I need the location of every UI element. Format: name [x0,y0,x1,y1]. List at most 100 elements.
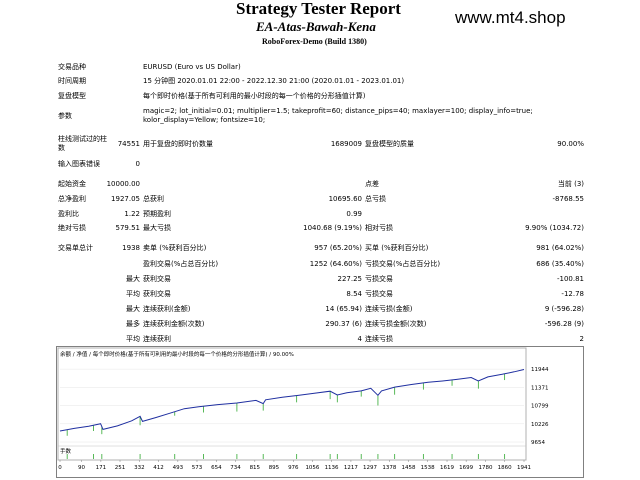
ticks-value: 1689009 [330,140,362,148]
params-line-1: magic=2; lot_initial=0.01; multiplier=1.… [143,107,533,115]
x-tick-label: 573 [192,465,203,471]
x-tick-label: 1941 [517,465,531,471]
short-positions-label: 卖单 (%获利百分比) [143,244,207,252]
bars-label-1: 柱线测试过的柱 [58,135,107,143]
average-profit-value: 8.54 [346,290,362,298]
profit-factor-value: 1.22 [124,210,140,218]
consecutive-wins-value: 14 (65.94) [325,305,362,313]
x-tick-label: 654 [211,465,222,471]
y-tick-labels: 11944 11371 10799 10226 9654 [531,367,549,446]
quality-value: 90.00% [557,140,584,148]
expected-payoff-label: 预期盈利 [143,210,171,218]
loss-trades-label: 亏损交易(%占总百分比) [365,260,441,268]
short-positions-value: 957 (65.20%) [314,244,362,252]
bars-value: 74551 [117,140,140,148]
largest-profit-label: 获利交易 [143,275,171,283]
absolute-drawdown-value: 579.51 [115,224,141,232]
balance-series-line [59,369,525,432]
mismatch-label: 输入图表错误 [58,160,100,168]
x-tick-label: 815 [250,465,261,471]
average-loss-label: 亏损交易 [365,290,393,298]
symbol-label: 交易品种 [58,63,86,71]
gross-profit-label: 总获利 [143,195,164,203]
params-line-2: kolor_display=Yellow; fontsize=10; [143,116,266,124]
x-tick-label: 1699 [459,465,473,471]
profit-factor-label: 盈利比 [58,210,79,218]
total-trades-value: 1938 [122,244,140,252]
model-value: 每个即时价格(基于所有可利用的最小时段的每一个价格的分形插值计算) [143,92,366,100]
x-tick-label: 90 [78,465,85,471]
params-label: 参数 [58,112,72,120]
spread-value: 当前 (3) [557,180,584,188]
x-tick-label: 1056 [305,465,319,471]
average-profit-label: 获利交易 [143,290,171,298]
x-tick-label: 976 [288,465,299,471]
plot-area [57,347,527,461]
gross-loss-label: 总亏损 [365,195,386,203]
symbol-value: EURUSD (Euro vs US Dollar) [143,63,241,71]
x-tick-label: 1136 [325,465,339,471]
consecutive-wins-label: 连续获利(金额) [143,305,191,313]
largest-profit-value: 227.25 [337,275,363,283]
consecutive-losses-value: 9 (-596.28) [544,305,584,313]
x-tick-label: 1378 [382,465,396,471]
relative-drawdown-value: 9.90% (1034.72) [525,224,584,232]
watermark-text: www.mt4.shop [455,8,566,27]
largest-loss-value: -100.81 [556,275,584,283]
average-consecutive-label: 平均 [126,335,140,343]
chart-legend: 余额 / 净值 / 每个即时价格(基于所有可利用的最小时段的每一个价格的分形插值… [60,350,294,358]
deposit-value: 10000.00 [106,180,140,188]
x-tick-label: 1860 [498,465,512,471]
profit-trades-label: 盈利交易(%占总百分比) [143,260,219,268]
maximum-label: 最大 [126,305,140,313]
max-drawdown-value: 1040.68 (9.19%) [303,224,362,232]
chart-grid [60,368,524,443]
gross-loss-value: -8768.55 [552,195,584,203]
x-tick-label: 493 [173,465,184,471]
absolute-drawdown-label: 绝对亏损 [58,224,86,232]
x-tick-labels: 0 90 171 251 332 412 493 573 654 734 815 895 976 1056… [58,460,531,471]
x-tick-label: 0 [58,465,62,471]
average-loss-value: -12.78 [561,290,584,298]
x-tick-label: 1297 [363,465,377,471]
model-label: 复盘模型 [58,92,86,100]
consecutive-profit-value: 290.37 (6) [325,320,362,328]
report-title: Strategy Tester Report [236,0,401,18]
consecutive-losses-label: 连续亏损(金额) [365,305,413,313]
average-consecutive-losses-value: 2 [579,335,584,343]
y-tick-label: 10799 [531,404,549,410]
x-tick-label: 1217 [344,465,358,471]
x-tick-label: 251 [115,465,126,471]
lot-bars [66,454,506,459]
quality-label: 复盘模型的质量 [365,140,414,148]
report-header: Strategy Tester Report EA-Atas-Bawah-Ken… [0,0,640,60]
x-tick-label: 412 [153,465,164,471]
long-positions-value: 981 (64.02%) [536,244,584,252]
y-tick-label: 10226 [531,422,549,428]
equity-dips [66,373,506,436]
balance-chart: 余额 / 净值 / 每个即时价格(基于所有可利用的最小时段的每一个价格的分形插值… [56,346,584,478]
net-profit-value: 1927.05 [111,195,140,203]
expected-payoff-value: 0.99 [346,210,362,218]
total-trades-label: 交易单总计 [58,244,93,252]
profit-trades-value: 1252 (64.60%) [309,260,362,268]
x-tick-label: 1458 [402,465,416,471]
y-tick-label: 11944 [531,367,549,373]
period-value: 15 分钟图 2020.01.01 22:00 - 2022.12.30 21:… [143,77,405,85]
x-tick-label: 734 [230,465,241,471]
largest-loss-label: 亏损交易 [365,275,393,283]
consecutive-profit-label: 连续获利金额(次数) [143,320,205,328]
period-label: 时间周期 [58,77,86,85]
relative-drawdown-label: 相对亏损 [365,224,393,232]
consecutive-loss-value: -596.28 (9) [544,320,584,328]
net-profit-label: 总净盈利 [58,195,86,203]
average-consecutive-wins-label: 连续获利 [143,335,171,343]
mismatch-value: 0 [135,160,140,168]
y-tick-label: 11371 [531,385,549,391]
consecutive-loss-label: 连续亏损金额(次数) [365,320,427,328]
maximal-label: 最多 [126,320,140,328]
report-build: RoboForex-Demo (Build 1380) [262,37,367,46]
x-tick-label: 332 [134,465,145,471]
x-tick-label: 171 [96,465,107,471]
